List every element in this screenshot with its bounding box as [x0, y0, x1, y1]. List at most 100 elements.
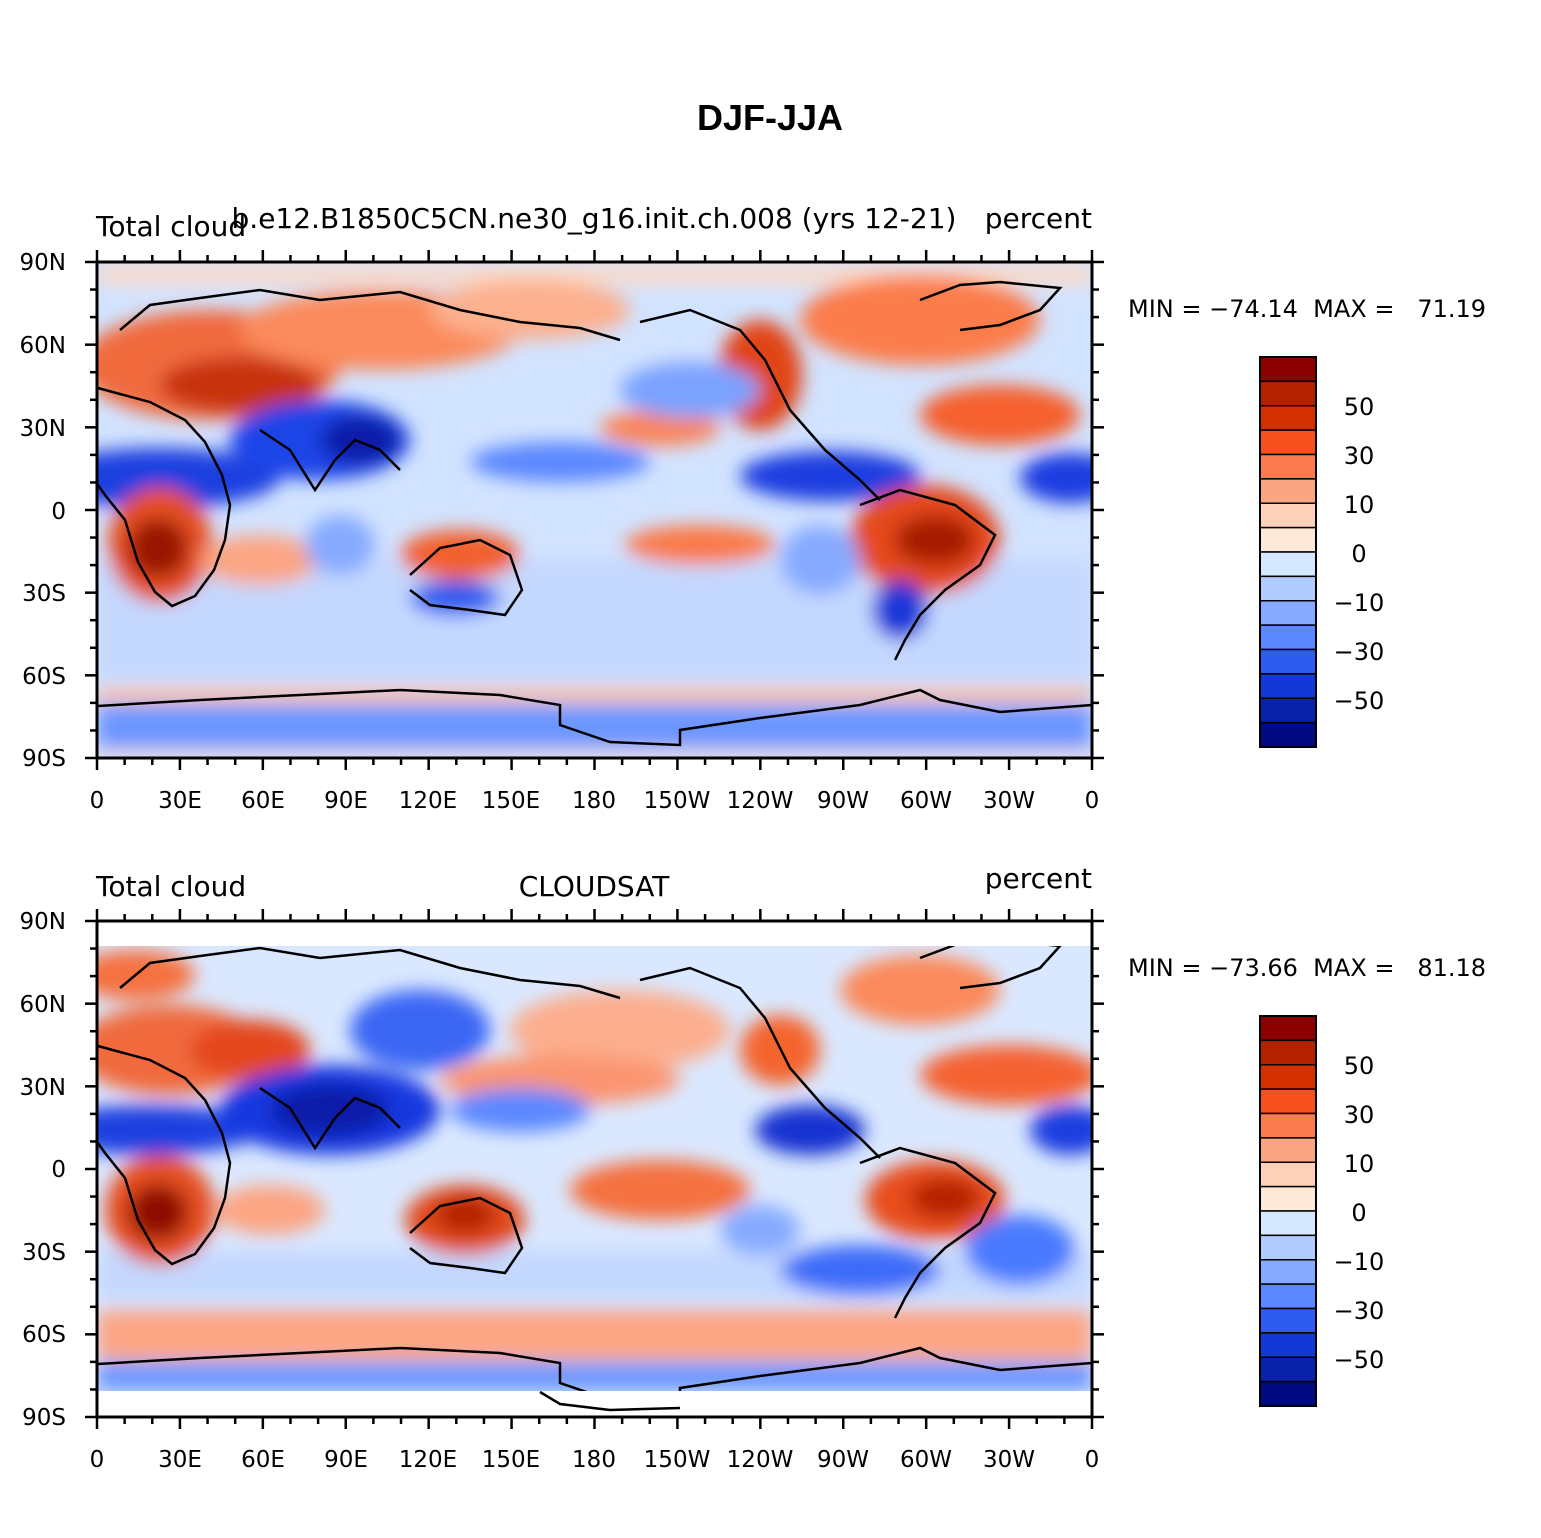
panel-a-right-label: percent — [985, 202, 1092, 235]
panel-b-lon-labels: 0 30E 60E 90E 120E 150E 180 150W 120W 90… — [90, 1447, 1100, 1473]
colorbar-label: −50 — [1334, 687, 1385, 715]
colorbar-swatch — [1259, 1185, 1317, 1212]
lon-tick-label: 180 — [572, 1447, 616, 1473]
lat-tick-label: 90N — [20, 909, 66, 935]
lon-tick-label: 60E — [241, 1447, 285, 1473]
colorbar-swatch — [1259, 502, 1317, 529]
panel-b-ticks — [85, 909, 1104, 1429]
lon-tick-label: 120W — [727, 1447, 794, 1473]
panel-b-nodata-top — [98, 921, 1091, 945]
lat-tick-label: 60S — [22, 664, 66, 690]
colorbar-swatch — [1259, 1283, 1317, 1310]
colorbar-swatch — [1259, 1234, 1317, 1261]
lon-tick-label: 60E — [241, 788, 285, 814]
colorbar-swatch — [1259, 575, 1317, 602]
panel-a-contour-field — [97, 262, 1092, 758]
colorbar-swatch — [1259, 405, 1317, 431]
panel-a-lon-labels: 0 30E 60E 90E 120E 150E 180 150W 120W 90… — [90, 788, 1100, 814]
panel-a-center-label: b.e12.B1850C5CN.ne30_g16.init.ch.008 (yr… — [232, 202, 957, 235]
colorbar-swatch — [1259, 1137, 1317, 1163]
colorbar-swatch — [1259, 1307, 1317, 1334]
panel-b-contour-field — [97, 946, 1092, 1391]
colorbar-swatch — [1259, 624, 1317, 651]
lat-tick-label: 0 — [51, 499, 66, 525]
colorbar-label: −10 — [1334, 589, 1385, 617]
colorbar-label: −10 — [1334, 1248, 1385, 1276]
colorbar-outline — [1259, 356, 1317, 748]
colorbar-label: 10 — [1344, 491, 1375, 519]
panel-b-stats: MIN = −73.66 MAX = 81.18 — [1128, 954, 1486, 982]
colorbar-label: −30 — [1334, 1297, 1385, 1325]
lon-tick-label: 30W — [983, 1447, 1035, 1473]
lon-tick-label: 150W — [644, 1447, 711, 1473]
panel-a-colorbar-labels: 50 30 10 0 −10 −30 −50 — [1334, 393, 1385, 715]
lon-tick-label: 150W — [644, 788, 711, 814]
colorbar-swatch — [1259, 673, 1317, 699]
colorbar-swatch — [1259, 1088, 1317, 1115]
figure-title: DJF-JJA — [697, 97, 843, 138]
panel-a-coastlines — [97, 280, 1092, 747]
panel-cloudsat: Total cloud CLOUDSAT percent — [20, 862, 1487, 1473]
panel-a-lat-labels: 90N 60N 30N 0 30S 60S 90S — [20, 250, 66, 772]
colorbar-label: 50 — [1344, 1052, 1375, 1080]
lon-tick-label: 60W — [900, 788, 952, 814]
panel-b-right-label: percent — [985, 862, 1092, 895]
panel-b-lat-labels: 90N 60N 30N 0 30S 60S 90S — [20, 909, 66, 1431]
colorbar-swatch — [1259, 1161, 1317, 1188]
lon-tick-label: 150E — [482, 788, 540, 814]
lat-tick-label: 30S — [22, 581, 66, 607]
lon-tick-label: 0 — [1085, 1447, 1100, 1473]
colorbar-label: 30 — [1344, 1101, 1375, 1129]
colorbar-label: 0 — [1351, 540, 1366, 568]
lon-tick-label: 30E — [158, 788, 202, 814]
lon-tick-label: 0 — [90, 1447, 105, 1473]
lon-tick-label: 90E — [324, 788, 368, 814]
colorbar-swatch — [1259, 1332, 1317, 1358]
panel-b-colorbar-labels: 50 30 10 0 −10 −30 −50 — [1334, 1052, 1385, 1374]
lat-tick-label: 60S — [22, 1322, 66, 1348]
lon-tick-label: 60W — [900, 1447, 952, 1473]
lon-tick-label: 150E — [482, 1447, 540, 1473]
colorbar-swatch — [1259, 453, 1317, 480]
colorbar-swatch — [1259, 429, 1317, 456]
colorbar-swatch — [1259, 721, 1317, 748]
lat-tick-label: 90N — [20, 250, 66, 276]
lon-tick-label: 30W — [983, 788, 1035, 814]
panel-b-nodata-bottom — [98, 1392, 1091, 1416]
panel-b-coastlines — [97, 946, 1092, 1391]
colorbar-swatch — [1259, 1039, 1317, 1066]
colorbar-swatch — [1259, 478, 1317, 504]
lat-tick-label: 30N — [20, 1075, 66, 1101]
lon-tick-label: 0 — [90, 788, 105, 814]
panel-a-colorbar — [1259, 356, 1317, 748]
panel-a-stats: MIN = −74.14 MAX = 71.19 — [1128, 295, 1486, 323]
lon-tick-label: 30E — [158, 1447, 202, 1473]
colorbar-label: −50 — [1334, 1346, 1385, 1374]
lat-tick-label: 60N — [20, 333, 66, 359]
colorbar-swatch — [1259, 600, 1317, 626]
colorbar-swatch — [1259, 1356, 1317, 1383]
colorbar-label: 0 — [1351, 1199, 1366, 1227]
lat-tick-label: 60N — [20, 992, 66, 1018]
panel-model: Total cloud b.e12.B1850C5CN.ne30_g16.ini… — [20, 202, 1487, 814]
colorbar-swatch — [1259, 1112, 1317, 1139]
colorbar-swatch — [1259, 648, 1317, 675]
lon-tick-label: 120E — [399, 788, 457, 814]
colorbar-swatch — [1259, 526, 1317, 553]
colorbar-swatch — [1259, 551, 1317, 578]
panel-a-ticks — [85, 250, 1104, 770]
colorbar-swatch — [1259, 1210, 1317, 1237]
colorbar-label: 10 — [1344, 1150, 1375, 1178]
lat-tick-label: 90S — [22, 746, 66, 772]
colorbar-swatch — [1259, 356, 1317, 383]
lat-tick-label: 0 — [51, 1157, 66, 1183]
lat-tick-label: 30S — [22, 1240, 66, 1266]
colorbar-label: 30 — [1344, 442, 1375, 470]
panel-b-left-label: Total cloud — [95, 870, 246, 903]
panel-a-left-label: Total cloud — [95, 210, 246, 243]
lon-tick-label: 180 — [572, 788, 616, 814]
lon-tick-label: 120E — [399, 1447, 457, 1473]
lon-tick-label: 0 — [1085, 788, 1100, 814]
lon-tick-label: 90W — [817, 788, 869, 814]
